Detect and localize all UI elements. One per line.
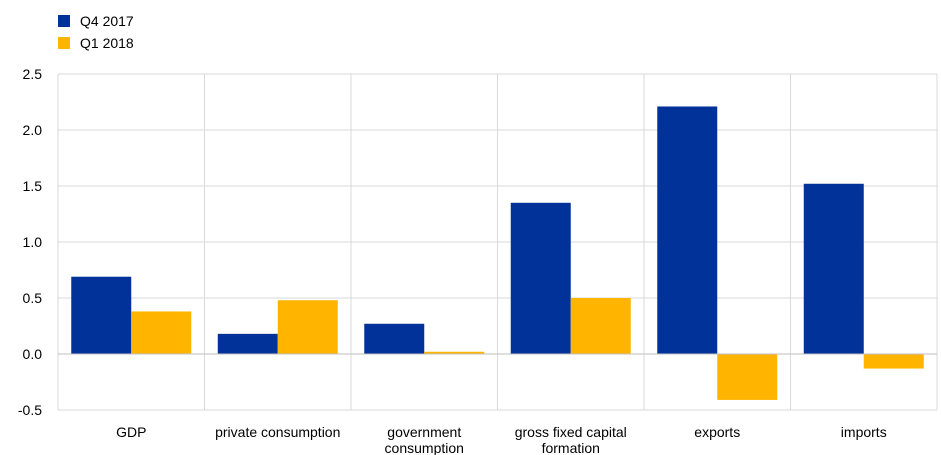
x-tick-label: GDP — [116, 424, 146, 440]
y-tick-label: 2.0 — [23, 122, 43, 138]
legend-label-q4-2017: Q4 2017 — [80, 13, 134, 29]
x-tick-label: formation — [542, 440, 600, 455]
y-tick-label: 2.5 — [23, 66, 43, 82]
bar-q1-2018 — [863, 354, 924, 369]
y-tick-label: 1.0 — [23, 234, 43, 250]
bar-q1-2018 — [424, 351, 485, 354]
bar-q4-2017 — [364, 323, 425, 354]
x-tick-label: gross fixed capital — [515, 424, 627, 440]
x-tick-label: exports — [694, 424, 740, 440]
x-tick-label: imports — [841, 424, 887, 440]
x-tick-label: government — [387, 424, 461, 440]
legend-swatch-q4-2017 — [58, 15, 70, 27]
x-tick-label: consumption — [385, 440, 464, 455]
bar-q4-2017 — [510, 202, 571, 354]
y-tick-label: -0.5 — [18, 402, 42, 418]
legend: Q4 2017 Q1 2018 — [58, 10, 134, 54]
bar-q4-2017 — [657, 106, 718, 354]
bar-q4-2017 — [803, 183, 864, 354]
x-tick-label: private consumption — [215, 424, 340, 440]
bar-q1-2018 — [131, 311, 192, 354]
bar-q1-2018 — [570, 298, 631, 354]
legend-item-q4-2017: Q4 2017 — [58, 10, 134, 32]
y-tick-label: 1.5 — [23, 178, 43, 194]
legend-label-q1-2018: Q1 2018 — [80, 35, 134, 51]
bar-q1-2018 — [277, 300, 338, 354]
y-tick-label: 0.5 — [23, 290, 43, 306]
bar-q4-2017 — [71, 276, 132, 354]
legend-item-q1-2018: Q1 2018 — [58, 32, 134, 54]
y-tick-label: 0.0 — [23, 346, 43, 362]
legend-swatch-q1-2018 — [58, 37, 70, 49]
bar-q1-2018 — [717, 354, 778, 400]
bar-q4-2017 — [217, 333, 278, 354]
